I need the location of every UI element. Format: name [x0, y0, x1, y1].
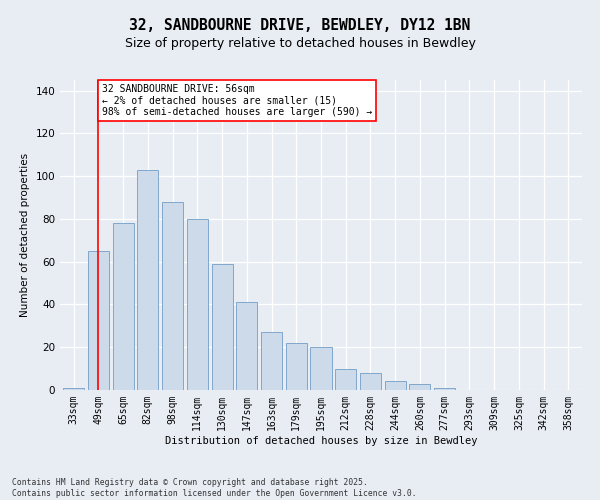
Bar [162, 202, 183, 390]
Y-axis label: Number of detached properties: Number of detached properties [20, 153, 30, 317]
Text: Contains HM Land Registry data © Crown copyright and database right 2025.
Contai: Contains HM Land Registry data © Crown c… [12, 478, 416, 498]
Bar [434, 388, 455, 390]
Bar [88, 251, 109, 390]
Bar [385, 382, 406, 390]
Bar [310, 347, 332, 390]
Text: Size of property relative to detached houses in Bewdley: Size of property relative to detached ho… [125, 38, 475, 51]
Bar [335, 368, 356, 390]
Bar [113, 223, 134, 390]
Bar [261, 332, 282, 390]
Bar [137, 170, 158, 390]
Bar [360, 373, 381, 390]
Bar [286, 343, 307, 390]
Text: 32, SANDBOURNE DRIVE, BEWDLEY, DY12 1BN: 32, SANDBOURNE DRIVE, BEWDLEY, DY12 1BN [130, 18, 470, 32]
Text: 32 SANDBOURNE DRIVE: 56sqm
← 2% of detached houses are smaller (15)
98% of semi-: 32 SANDBOURNE DRIVE: 56sqm ← 2% of detac… [102, 84, 373, 117]
Bar [236, 302, 257, 390]
Bar [409, 384, 430, 390]
Bar [212, 264, 233, 390]
Bar [187, 219, 208, 390]
X-axis label: Distribution of detached houses by size in Bewdley: Distribution of detached houses by size … [165, 436, 477, 446]
Bar [63, 388, 84, 390]
